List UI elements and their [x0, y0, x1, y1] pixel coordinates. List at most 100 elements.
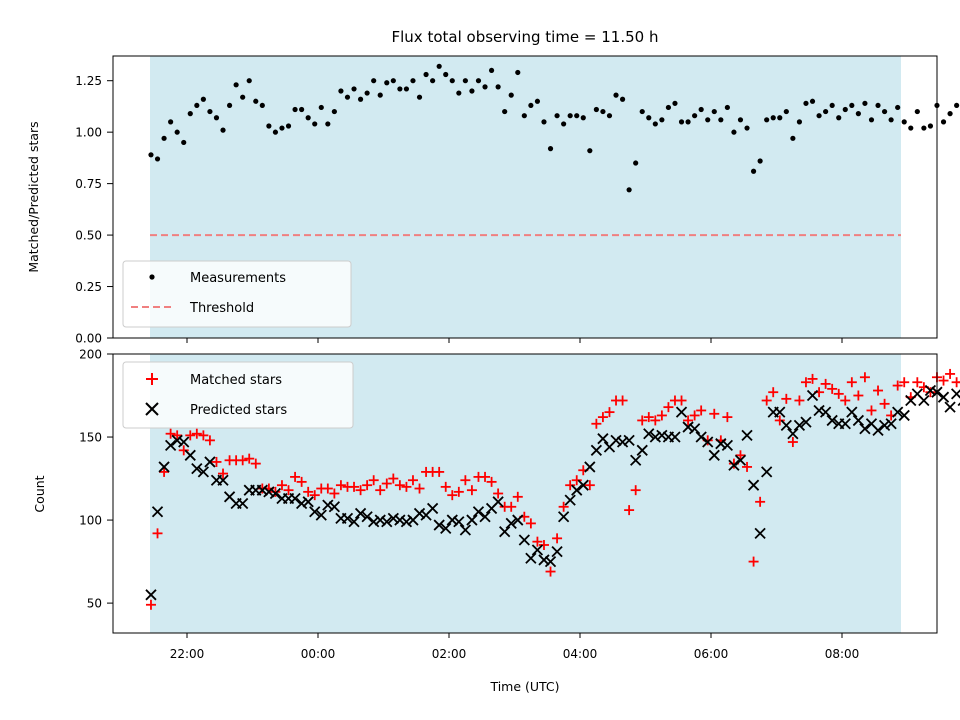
- bottom-series1-point-34: [368, 516, 380, 528]
- bottom-series1-point-86: [708, 449, 720, 461]
- bottom-series0-point-2: [159, 466, 170, 477]
- bottom-ytick-label-2: 150: [79, 431, 102, 445]
- bottom-series1-point-94: [761, 466, 773, 478]
- top-series0-point-109: [862, 100, 868, 106]
- top-series0-point-59: [534, 98, 541, 104]
- bottom-series0-point-34: [368, 475, 379, 486]
- top-data-marks: [148, 63, 960, 237]
- bottom-series1-point-66: [577, 479, 589, 491]
- bottom-series1-point-38: [394, 514, 406, 526]
- top-series0-point-101: [809, 98, 816, 104]
- bottom-series0-point-111: [873, 385, 884, 396]
- bottom-series0-point-22: [290, 471, 301, 482]
- bottom-series1-point-115: [898, 409, 910, 422]
- xtick-label-3: 04:00: [563, 647, 598, 661]
- legend-matched-label: Matched stars: [190, 373, 282, 388]
- top-legend-box: [122, 260, 352, 328]
- top-series0-point-17: [259, 102, 265, 109]
- bottom-series1-point-85: [702, 436, 714, 448]
- bottom-series1-point-118: [918, 394, 930, 407]
- bottom-series1-point-121: [937, 391, 950, 403]
- top-series0-point-112: [881, 108, 888, 115]
- top-series0-point-94: [764, 117, 770, 123]
- bottom-series1-point-96: [774, 406, 786, 418]
- bottom-series0-point-33: [362, 480, 373, 491]
- bottom-series0-point-76: [643, 412, 654, 423]
- top-series0-point-42: [423, 71, 429, 78]
- bottom-series1-point-78: [656, 429, 668, 442]
- xtick-label-0: 22:00: [170, 647, 205, 661]
- top-series0-point-11: [220, 127, 226, 133]
- bottom-series1-point-91: [741, 429, 753, 442]
- bottom-series0-point-19: [270, 486, 281, 497]
- top-panel: 0.00 0.25 0.50 0.75 1.00 1.25 Matched/Predict…: [26, 55, 960, 346]
- bottom-series1-point-73: [623, 434, 635, 446]
- top-series0-point-7: [194, 102, 200, 109]
- top-series0-point-102: [816, 113, 822, 119]
- bottom-series1-point-23: [295, 497, 308, 510]
- chart-title: Flux total observing time = 11.50 h: [392, 28, 659, 46]
- bottom-series0-point-52: [486, 476, 497, 487]
- bottom-series0-point-47: [453, 486, 464, 497]
- legend-measurements-marker: [149, 274, 155, 280]
- bottom-series0-point-16: [250, 458, 261, 469]
- top-series0-point-14: [240, 94, 246, 100]
- bottom-series1-point-113: [885, 418, 897, 430]
- bottom-series0-point-10: [211, 456, 222, 467]
- bottom-series1-point-77: [649, 431, 661, 443]
- bottom-series1-point-39: [400, 516, 413, 528]
- top-series0-point-15: [246, 78, 252, 84]
- bottom-series1-point-100: [800, 416, 812, 428]
- top-series0-point-104: [829, 102, 835, 109]
- bottom-series1-point-65: [571, 484, 583, 496]
- bottom-series0-point-94: [761, 395, 772, 406]
- top-series0-point-1: [154, 156, 161, 162]
- top-ytick-label-0: 0.00: [75, 332, 102, 346]
- top-series0-point-113: [888, 117, 894, 123]
- bottom-series1-point-111: [872, 424, 884, 437]
- bottom-series0-point-61: [545, 566, 556, 577]
- bottom-series1-point-30: [341, 512, 354, 525]
- bottom-series0-point-46: [447, 490, 458, 501]
- bottom-series1-point-106: [839, 418, 851, 430]
- bottom-series1-point-46: [446, 514, 458, 526]
- top-series0-point-71: [613, 92, 619, 98]
- bottom-series1-point-67: [584, 461, 596, 473]
- top-series0-point-75: [639, 108, 645, 115]
- xtick-label-4: 06:00: [694, 647, 729, 661]
- bottom-series0-point-97: [781, 393, 792, 404]
- bottom-series0-point-1: [152, 528, 163, 539]
- bottom-series1-point-41: [413, 507, 426, 520]
- top-series0-point-10: [213, 115, 220, 121]
- top-series0-point-116: [908, 125, 914, 131]
- legend-threshold-label: Threshold: [189, 301, 254, 316]
- top-series0-point-41: [416, 94, 423, 100]
- bottom-series1-point-63: [557, 511, 570, 523]
- bottom-series1-point-19: [269, 487, 282, 500]
- legend-matched-marker: [146, 373, 158, 385]
- bottom-x-axis: 22:00 00:00 02:00 04:00 06:00 08:00: [170, 633, 859, 661]
- bottom-series1-point-37: [387, 512, 399, 525]
- bottom-series1-point-57: [518, 534, 530, 546]
- top-series0-point-18: [266, 123, 272, 129]
- bottom-series1-point-99: [793, 419, 806, 432]
- bottom-series1-point-97: [780, 419, 792, 432]
- top-series0-point-48: [462, 78, 468, 84]
- bottom-series0-point-73: [624, 505, 635, 516]
- top-series0-point-39: [403, 86, 410, 92]
- bottom-series1-point-92: [747, 479, 760, 491]
- bottom-series0-point-23: [296, 476, 307, 487]
- bottom-series0-point-117: [912, 377, 923, 388]
- top-series0-point-98: [790, 135, 796, 141]
- bottom-series0-point-45: [440, 481, 451, 492]
- bottom-series0-point-103: [820, 378, 831, 389]
- bottom-series1-point-56: [512, 514, 524, 526]
- bottom-series1-point-51: [479, 511, 491, 523]
- bottom-series1-point-55: [505, 517, 517, 530]
- top-series0-point-65: [574, 113, 580, 119]
- top-y-axis-label: Matched/Predicted stars: [26, 121, 41, 272]
- bottom-y-axis: 50 100 150 200: [79, 348, 113, 611]
- bottom-series1-point-83: [688, 423, 701, 435]
- bottom-series0-point-69: [597, 412, 608, 423]
- top-series0-point-108: [855, 111, 861, 117]
